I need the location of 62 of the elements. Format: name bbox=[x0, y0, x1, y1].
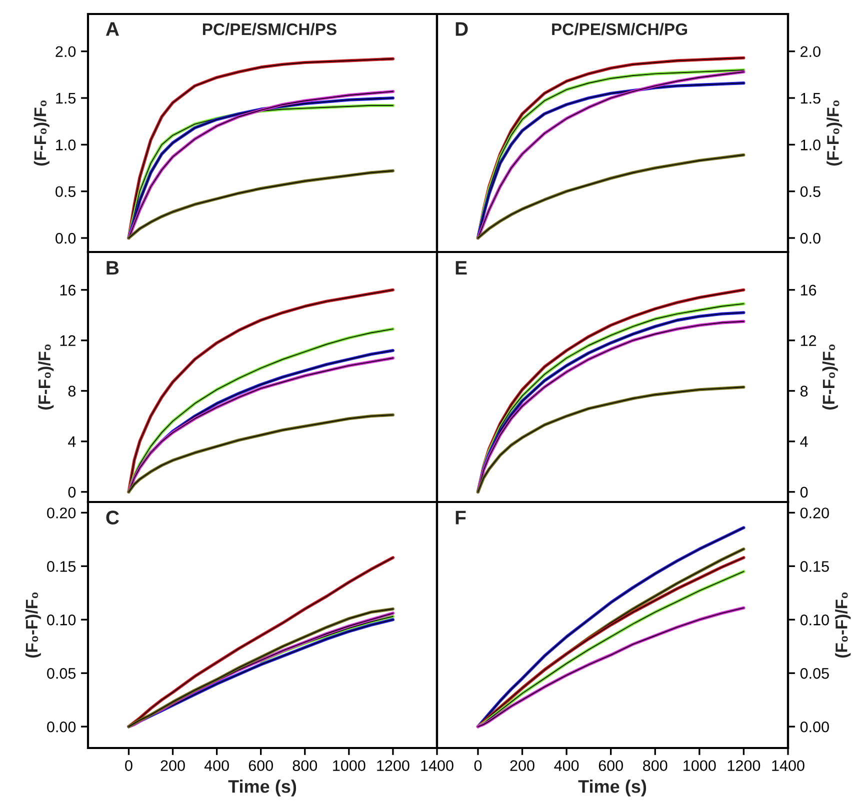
x-tick-label: 400 bbox=[204, 760, 229, 772]
y2-axis-title: (F₀-F)/F₀ bbox=[835, 592, 851, 658]
x-tick-label: 1200 bbox=[377, 760, 410, 772]
y-tick-label: 1.0 bbox=[56, 140, 76, 150]
x-axis-title: Time (s) bbox=[578, 780, 646, 796]
y-tick-label: 1.5 bbox=[56, 93, 76, 104]
x-tick-label: 0 bbox=[474, 760, 482, 772]
x-tick-label: 1000 bbox=[684, 760, 716, 772]
x-tick-label: 600 bbox=[248, 760, 273, 772]
annotation: C bbox=[106, 510, 119, 524]
y2-tick-label: 12 bbox=[800, 335, 816, 346]
y2-tick-label: 1.5 bbox=[800, 93, 820, 104]
y2-axis-title: (F-F₀)/F₀ bbox=[822, 344, 838, 410]
y2-tick-label: 0.05 bbox=[800, 668, 829, 679]
x-axis-title: Time (s) bbox=[228, 780, 296, 796]
chart-title: PC/PE/SM/CH/PS bbox=[202, 22, 336, 36]
x-tick-label: 200 bbox=[160, 760, 185, 772]
y-tick-label: 2.0 bbox=[56, 46, 76, 58]
x-tick-label: 1200 bbox=[728, 760, 760, 772]
annotation: E bbox=[456, 261, 467, 275]
y-tick-label: 0.20 bbox=[47, 508, 76, 518]
x-tick-label: 0 bbox=[125, 760, 132, 772]
y-axis-title: (F-F₀)/F₀ bbox=[38, 344, 54, 410]
x-tick-label: 600 bbox=[598, 760, 623, 772]
y2-tick-label: 16 bbox=[800, 284, 816, 296]
y2-tick-label: 8 bbox=[800, 386, 808, 397]
y2-tick-label: 4 bbox=[800, 436, 808, 447]
chart-title: PC/PE/SM/CH/PG bbox=[552, 22, 688, 36]
y2-tick-label: 0.15 bbox=[800, 561, 829, 572]
y-tick-label: 0.0 bbox=[56, 232, 76, 244]
y-tick-label: 0 bbox=[68, 486, 76, 498]
y2-tick-label: 0 bbox=[800, 486, 808, 498]
x-tick-label: 200 bbox=[510, 760, 534, 772]
y2-axis-title: (F-F₀)/F₀ bbox=[826, 100, 842, 166]
y-tick-label: 0.5 bbox=[56, 186, 76, 198]
x-tick-label: 1000 bbox=[333, 760, 366, 772]
x-tick-label: 800 bbox=[643, 760, 668, 772]
y-tick-label: 8 bbox=[68, 386, 76, 397]
annotation: D bbox=[456, 22, 468, 36]
y-tick-label: 0.05 bbox=[47, 668, 76, 679]
x-tick-label: 800 bbox=[292, 760, 318, 772]
y2-tick-label: 0.0 bbox=[800, 232, 820, 244]
y-axis-title: (F₀-F)/F₀ bbox=[25, 592, 41, 658]
annotation: F bbox=[456, 510, 466, 524]
y2-tick-label: 1.0 bbox=[800, 140, 820, 150]
x-tick-label: 1400 bbox=[772, 760, 804, 772]
y-tick-label: 0.15 bbox=[47, 561, 76, 572]
annotation: B bbox=[106, 261, 119, 275]
x-tick-label: 1400 bbox=[421, 760, 454, 772]
y2-tick-label: 2.0 bbox=[800, 46, 820, 58]
y2-tick-label: 0.00 bbox=[800, 721, 829, 732]
y-axis-title: (F-F₀)/F₀ bbox=[34, 100, 50, 166]
y2-tick-label: 0.5 bbox=[800, 186, 820, 198]
y-tick-label: 12 bbox=[60, 335, 76, 346]
y2-tick-label: 0.20 bbox=[800, 508, 829, 518]
y-tick-label: 0.10 bbox=[47, 614, 76, 626]
y-tick-label: 4 bbox=[68, 436, 76, 447]
x-tick-label: 400 bbox=[554, 760, 579, 772]
y-tick-label: 0.00 bbox=[47, 721, 76, 732]
y-tick-label: 16 bbox=[60, 284, 76, 296]
y2-tick-label: 0.10 bbox=[800, 614, 829, 626]
annotation: A bbox=[106, 22, 119, 36]
